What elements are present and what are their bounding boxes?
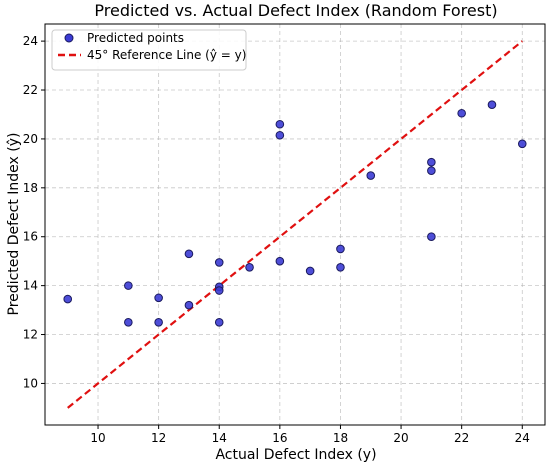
- scatter-point: [215, 319, 223, 327]
- scatter-point: [185, 250, 193, 258]
- x-tick-label: 20: [393, 431, 408, 445]
- x-tick-label: 14: [212, 431, 227, 445]
- scatter-point: [125, 282, 133, 290]
- x-tick-label: 24: [515, 431, 530, 445]
- scatter-point: [215, 287, 223, 295]
- scatter-point: [458, 109, 466, 117]
- y-tick-label: 22: [23, 83, 38, 97]
- legend-label-reference-line: 45° Reference Line (ŷ = y): [87, 48, 246, 62]
- reference-line: [68, 41, 523, 408]
- points-layer: [64, 101, 526, 326]
- scatter-point: [428, 158, 436, 166]
- y-tick-label: 14: [23, 279, 38, 293]
- y-tick-label: 12: [23, 328, 38, 342]
- x-axis-label: Actual Defect Index (y): [215, 447, 376, 463]
- scatter-point: [276, 120, 284, 128]
- scatter-point: [155, 319, 163, 327]
- scatter-point: [64, 295, 72, 303]
- y-tick-label: 10: [23, 376, 38, 390]
- legend-label-predicted-points: Predicted points: [87, 31, 184, 45]
- x-tick-label: 18: [333, 431, 348, 445]
- scatter-point: [276, 131, 284, 139]
- scatter-point: [306, 267, 314, 275]
- y-tick-label: 18: [23, 181, 38, 195]
- scatter-point: [155, 294, 163, 302]
- scatter-point: [337, 263, 345, 271]
- y-axis-label: Predicted Defect Index (ŷ): [6, 133, 22, 316]
- scatter-point: [185, 301, 193, 309]
- scatter-point: [518, 140, 526, 148]
- x-tick-label: 16: [272, 431, 287, 445]
- y-tick-label: 24: [23, 34, 38, 48]
- legend-marker-predicted-points: [65, 34, 73, 42]
- scatter-point: [428, 233, 436, 241]
- scatter-point: [125, 319, 133, 327]
- scatter-point: [215, 259, 223, 267]
- scatter-point: [488, 101, 496, 109]
- scatter-point: [428, 167, 436, 175]
- x-tick-label: 10: [90, 431, 105, 445]
- reference-line-layer: [68, 41, 523, 408]
- x-tick-label: 22: [454, 431, 469, 445]
- legend: Predicted points 45° Reference Line (ŷ =…: [52, 30, 246, 70]
- scatter-point: [276, 257, 284, 265]
- scatter-point: [367, 172, 375, 180]
- y-tick-label: 20: [23, 132, 38, 146]
- y-tick-label: 16: [23, 230, 38, 244]
- chart-title: Predicted vs. Actual Defect Index (Rando…: [94, 1, 497, 20]
- scatter-point: [337, 245, 345, 253]
- scatter-point: [246, 263, 254, 271]
- x-tick-label: 12: [151, 431, 166, 445]
